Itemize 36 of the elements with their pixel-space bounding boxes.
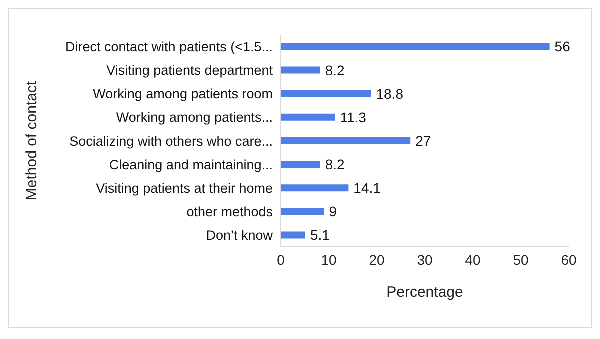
- data-label: 8.2: [325, 62, 346, 78]
- y-tick-label: Direct contact with patients (<1.5...: [66, 40, 273, 55]
- bar: [281, 43, 550, 50]
- x-tick-label: 50: [513, 252, 529, 268]
- x-tick-label: 30: [417, 252, 433, 268]
- y-tick-label: Don’t know: [206, 228, 274, 244]
- data-label: 56: [554, 38, 571, 55]
- y-tick-label: Visiting patients at their home: [96, 180, 273, 196]
- data-label: 5.1: [310, 227, 330, 244]
- bar: [281, 232, 306, 239]
- data-label: 14.1: [354, 180, 382, 196]
- x-tick-label: 10: [321, 252, 337, 268]
- data-label: 8.2: [325, 156, 346, 172]
- y-tick-label: Socializing with others who care...: [70, 134, 273, 149]
- y-tick-label: Visiting patients department: [106, 63, 274, 78]
- data-label: 9: [329, 204, 338, 220]
- bar: [281, 161, 320, 168]
- bar: [281, 90, 372, 98]
- y-tick-label: Working among patients...: [116, 110, 273, 126]
- x-tick-label: 40: [465, 252, 481, 268]
- bar: [281, 66, 320, 74]
- data-label: 11.3: [340, 109, 367, 126]
- data-label: 27: [416, 132, 432, 149]
- x-tick-label: 0: [277, 252, 286, 268]
- bar: [281, 114, 336, 121]
- data-label: 18.8: [376, 86, 404, 102]
- y-tick-label: Cleaning and maintaining...: [109, 157, 273, 172]
- y-tick-label: Working among patients room: [93, 86, 273, 102]
- y-axis-title: Method of contact: [23, 80, 40, 201]
- bar: [281, 137, 411, 144]
- bar: [281, 184, 349, 192]
- x-axis-title: Percentage: [386, 284, 464, 301]
- y-tick-label: other methods: [186, 204, 274, 220]
- x-tick-label: 60: [561, 252, 577, 268]
- x-tick-label: 20: [369, 252, 385, 268]
- bar: [281, 208, 324, 216]
